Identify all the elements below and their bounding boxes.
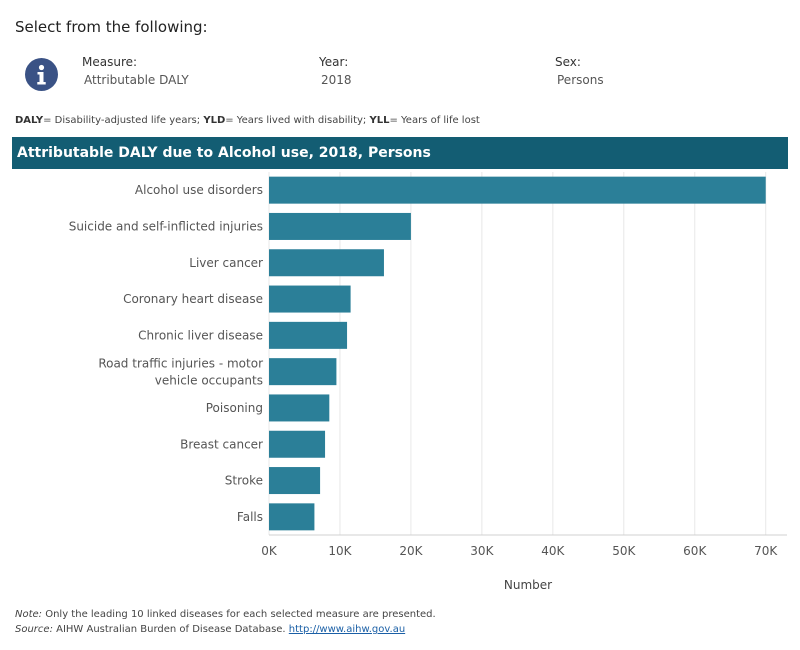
x-tick-label: 20K bbox=[399, 544, 423, 558]
category-label: Chronic liver disease bbox=[138, 328, 263, 342]
bar bbox=[269, 467, 321, 495]
filter-measure[interactable]: Measure: Attributable DALY bbox=[82, 55, 189, 87]
filter-sex-value[interactable]: Persons bbox=[557, 73, 604, 87]
category-label: Suicide and self-inflicted injuries bbox=[69, 219, 263, 233]
info-icon[interactable] bbox=[25, 58, 58, 91]
bar bbox=[269, 358, 337, 386]
glossary: DALY= Disability-adjusted life years; YL… bbox=[15, 115, 480, 126]
bar bbox=[269, 176, 766, 204]
bar bbox=[269, 285, 351, 313]
filter-year-label: Year: bbox=[319, 55, 349, 69]
filter-measure-value[interactable]: Attributable DALY bbox=[84, 73, 189, 87]
source-line: Source: AIHW Australian Burden of Diseas… bbox=[15, 622, 436, 637]
filter-year[interactable]: Year: 2018 bbox=[319, 55, 352, 87]
category-label: Stroke bbox=[225, 474, 263, 488]
x-tick-label: 0K bbox=[261, 544, 278, 558]
filter-year-value[interactable]: 2018 bbox=[321, 73, 352, 87]
filter-sex[interactable]: Sex: Persons bbox=[555, 55, 604, 87]
glossary-yld-key: YLD bbox=[203, 115, 226, 126]
x-axis-title: Number bbox=[504, 578, 552, 592]
bar bbox=[269, 321, 348, 349]
glossary-daly-text: = Disability-adjusted life years; bbox=[43, 115, 204, 126]
category-label: Coronary heart disease bbox=[123, 292, 263, 306]
category-label: Alcohol use disorders bbox=[135, 183, 263, 197]
filter-sex-label: Sex: bbox=[555, 55, 581, 69]
select-title: Select from the following: bbox=[15, 18, 208, 36]
glossary-yll-text: = Years of life lost bbox=[389, 115, 480, 126]
bar bbox=[269, 249, 384, 277]
category-label: Road traffic injuries - motor vehicle occ… bbox=[98, 357, 263, 388]
bar bbox=[269, 503, 315, 531]
source-label: Source: bbox=[15, 624, 53, 635]
x-tick-label: 50K bbox=[612, 544, 636, 558]
bar bbox=[269, 394, 330, 422]
chart-title: Attributable DALY due to Alcohol use, 20… bbox=[12, 137, 788, 169]
note-line: Note: Only the leading 10 linked disease… bbox=[15, 607, 436, 622]
category-label: Liver cancer bbox=[189, 256, 263, 270]
x-tick-label: 40K bbox=[541, 544, 565, 558]
source-text: AIHW Australian Burden of Disease Databa… bbox=[52, 624, 289, 635]
note-text: Only the leading 10 linked diseases for … bbox=[42, 609, 436, 620]
x-tick-label: 70K bbox=[754, 544, 778, 558]
glossary-yll-key: YLL bbox=[369, 115, 390, 126]
category-label: Falls bbox=[237, 510, 263, 524]
info-glyph bbox=[37, 64, 46, 85]
x-tick-label: 30K bbox=[470, 544, 494, 558]
bar bbox=[269, 430, 326, 458]
glossary-daly-key: DALY bbox=[15, 115, 44, 126]
category-label: Poisoning bbox=[206, 401, 263, 415]
glossary-yld-text: = Years lived with disability; bbox=[225, 115, 370, 126]
source-link[interactable]: http://www.aihw.gov.au bbox=[288, 624, 406, 635]
bar bbox=[269, 212, 411, 240]
footnote: Note: Only the leading 10 linked disease… bbox=[15, 607, 436, 637]
category-label: Breast cancer bbox=[180, 437, 263, 451]
x-tick-label: 60K bbox=[683, 544, 707, 558]
x-tick-label: 10K bbox=[328, 544, 352, 558]
bar-chart: Alcohol use disorders Suicide and self-in… bbox=[69, 172, 787, 592]
note-label: Note: bbox=[15, 609, 43, 620]
filter-measure-label: Measure: bbox=[82, 55, 138, 69]
